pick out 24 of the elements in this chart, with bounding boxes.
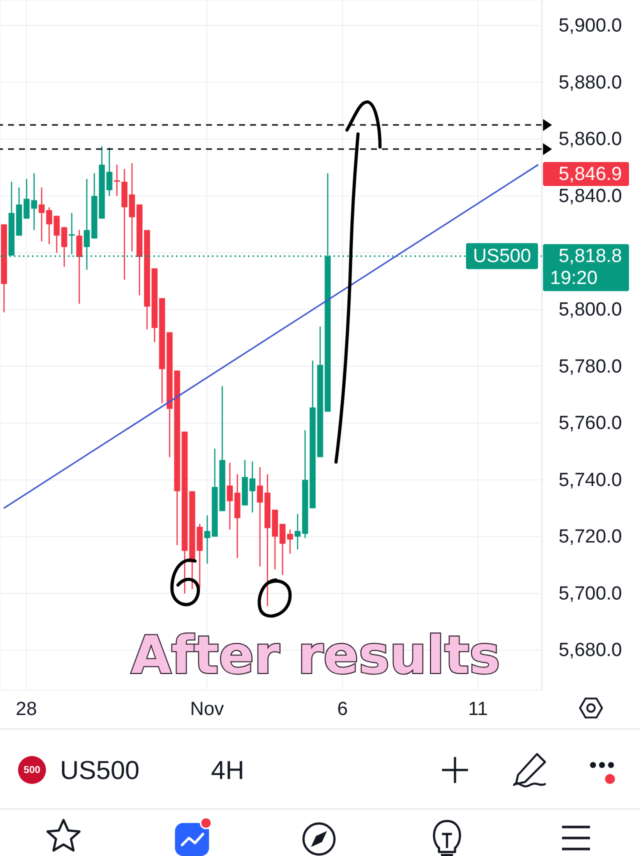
y-tick-label: 5,900.0 (558, 15, 622, 36)
x-tick-label: Nov (190, 698, 224, 720)
x-tick-label: 28 (16, 698, 37, 720)
text: US500 (60, 755, 140, 785)
x-tick-label: 11 (468, 698, 488, 720)
y-tick-label: 5,740.0 (558, 469, 622, 490)
y-tick-label: 5,720.0 (558, 526, 622, 548)
text: 4H (211, 755, 244, 785)
y-tick-label: 5,880.0 (558, 72, 622, 93)
badge-icon: 500 (18, 756, 46, 784)
y-tick-label: 5,780.0 (558, 356, 622, 377)
y-tick-label: 5,700.0 (558, 582, 622, 604)
ref-line-label: US500 (472, 246, 532, 267)
x-tick-label: 6 (337, 698, 348, 720)
y-tick-label: 5,860.0 (558, 128, 622, 150)
text: 19:20 (550, 268, 598, 289)
text: 5,818.8 (558, 246, 622, 267)
y-tick-label: 5,760.0 (558, 412, 622, 434)
y-tick-label: 5,840.0 (558, 185, 622, 206)
annotation: After results (131, 626, 500, 686)
text: 5,846.9 (558, 164, 622, 184)
y-tick-label: 5,800.0 (558, 299, 622, 320)
y-tick-label: 5,680.0 (558, 640, 622, 661)
candlestick (76, 229, 82, 304)
